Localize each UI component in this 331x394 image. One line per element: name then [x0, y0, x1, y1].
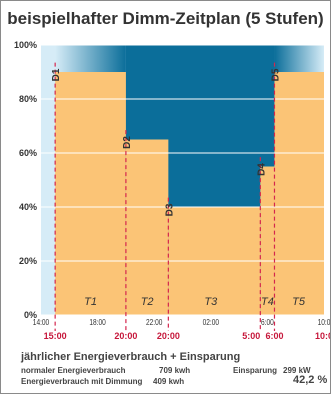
time-label: 15:00	[44, 331, 67, 341]
marker-label-d1: D1	[51, 68, 62, 81]
marker-label-d2: D2	[122, 136, 133, 149]
dimmed-step-1	[55, 72, 126, 315]
y-tick-label: 20%	[19, 256, 37, 266]
y-tick-label: 100%	[14, 40, 37, 50]
marker-label-d5: D5	[270, 68, 281, 81]
normal-consumption-value: 709 kwh	[159, 366, 191, 375]
summary-row-dimmed: Energieverbrauch mit Dimmung 409 kwh 42,…	[21, 374, 330, 388]
normal-consumption-label: normaler Energieverbrauch	[21, 366, 126, 375]
marker-label-d4: D4	[256, 163, 267, 176]
dimmed-step-5	[274, 72, 324, 315]
period-label-t3: T3	[204, 296, 218, 308]
time-label: 5:00	[242, 331, 260, 341]
marker-label-d3: D3	[164, 203, 175, 216]
y-tick-label: 0%	[24, 310, 37, 320]
dimmed-consumption-value: 409 kwh	[153, 377, 185, 386]
y-tick-label: 80%	[19, 94, 37, 104]
savings-percent: 42,2 %	[293, 374, 328, 386]
period-label-t4: T4	[261, 296, 274, 308]
x-tick-label: 22:00	[146, 317, 162, 327]
period-label-t2: T2	[141, 296, 154, 308]
time-label: 20:00	[114, 331, 137, 341]
x-tick-label: 10:0	[318, 317, 331, 327]
dimmed-consumption-label: Energieverbrauch mit Dimmung	[21, 377, 143, 386]
savings-value: 299 kW	[283, 366, 311, 375]
dimmed-step-4	[260, 166, 275, 315]
chart-title: beispielhafter Dimm-Zeitplan (5 Stufen)	[7, 9, 324, 28]
pre-start-area	[41, 45, 56, 315]
summary-row-normal: normaler Energieverbrauch 709 kwh Einspa…	[21, 366, 330, 377]
period-label-t5: T5	[292, 296, 306, 308]
time-label: 10:0	[315, 331, 331, 341]
savings-label: Einsparung	[233, 366, 278, 375]
time-label: 6:00	[265, 331, 283, 341]
time-label: 20:00	[157, 331, 180, 341]
summary-heading: jährlicher Energieverbrauch + Einsparung	[21, 351, 241, 363]
energy-summary: jährlicher Energieverbrauch + Einsparung…	[21, 351, 330, 388]
period-label-t1: T1	[84, 296, 97, 308]
x-tick-label: 18:00	[89, 317, 105, 327]
y-tick-label: 40%	[19, 202, 37, 212]
x-tick-label: 02:00	[203, 317, 219, 327]
x-tick-label: 14:00	[33, 317, 49, 327]
x-tick-label: 6:00	[261, 317, 274, 327]
dimmed-step-2	[125, 139, 169, 315]
y-tick-label: 60%	[19, 148, 37, 158]
